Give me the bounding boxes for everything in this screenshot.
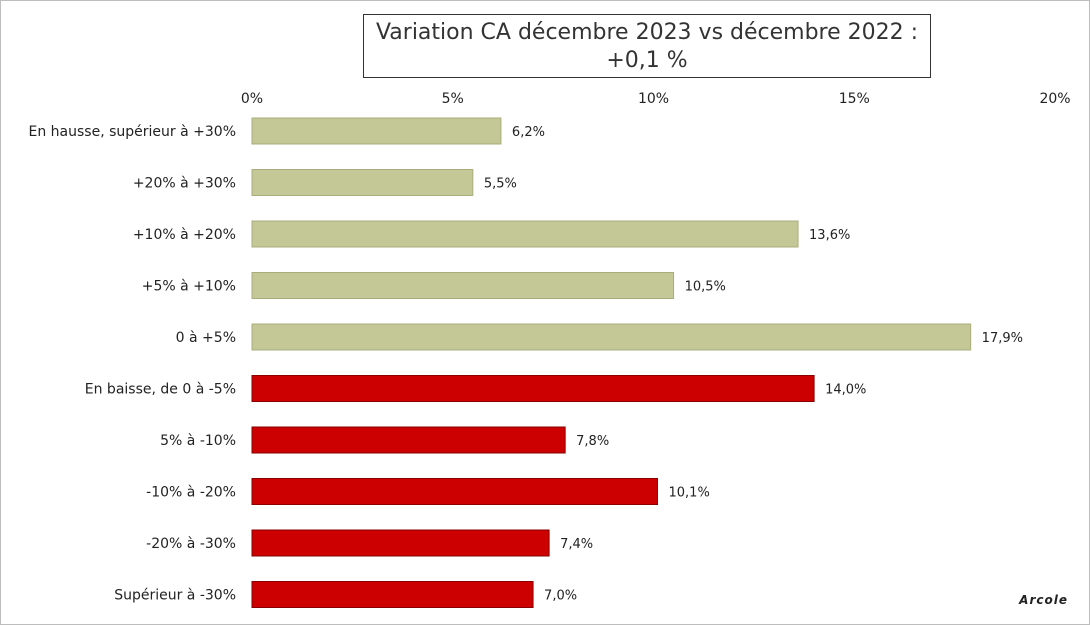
category-label: +10% à +20%	[133, 227, 236, 243]
category-label: -20% à -30%	[146, 536, 236, 552]
category-label: -10% à -20%	[146, 485, 236, 501]
category-label: En hausse, supérieur à +30%	[29, 124, 236, 140]
category-label: +20% à +30%	[133, 176, 236, 192]
bar	[251, 220, 799, 248]
bar	[251, 581, 534, 608]
data-label: 14,0%	[825, 383, 866, 398]
data-label: 7,8%	[576, 434, 609, 449]
bar	[251, 117, 502, 145]
bar	[251, 529, 550, 557]
x-tick-label: 15%	[839, 91, 870, 107]
data-label: 6,2%	[512, 125, 545, 140]
data-label: 7,4%	[560, 537, 593, 552]
chart-title-line1: Variation CA décembre 2023 vs décembre 2…	[375, 20, 919, 45]
category-label: 5% à -10%	[160, 433, 236, 449]
category-label: +5% à +10%	[142, 279, 236, 295]
chart-title-box: Variation CA décembre 2023 vs décembre 2…	[363, 14, 931, 78]
data-label: 5,5%	[484, 177, 517, 192]
data-label: 17,9%	[982, 331, 1023, 346]
bar	[251, 272, 675, 299]
data-label: 10,5%	[685, 280, 726, 295]
category-label: Supérieur à -30%	[114, 588, 236, 604]
bar	[251, 169, 474, 196]
data-label: 13,6%	[809, 228, 850, 243]
category-label: En baisse, de 0 à -5%	[85, 382, 236, 398]
watermark-logo: Arcole	[1019, 593, 1068, 607]
bar	[251, 323, 972, 351]
bar	[251, 375, 815, 402]
x-tick-label: 20%	[1039, 91, 1070, 107]
category-label: 0 à +5%	[176, 330, 236, 346]
x-tick-label: 10%	[638, 91, 669, 107]
x-tick-label: 0%	[241, 91, 263, 107]
chart-title-line2: +0,1 %	[606, 48, 688, 73]
x-tick-label: 5%	[442, 91, 464, 107]
bar	[251, 478, 659, 505]
data-label: 7,0%	[544, 589, 577, 604]
data-label: 10,1%	[669, 486, 710, 501]
bar	[251, 426, 566, 454]
